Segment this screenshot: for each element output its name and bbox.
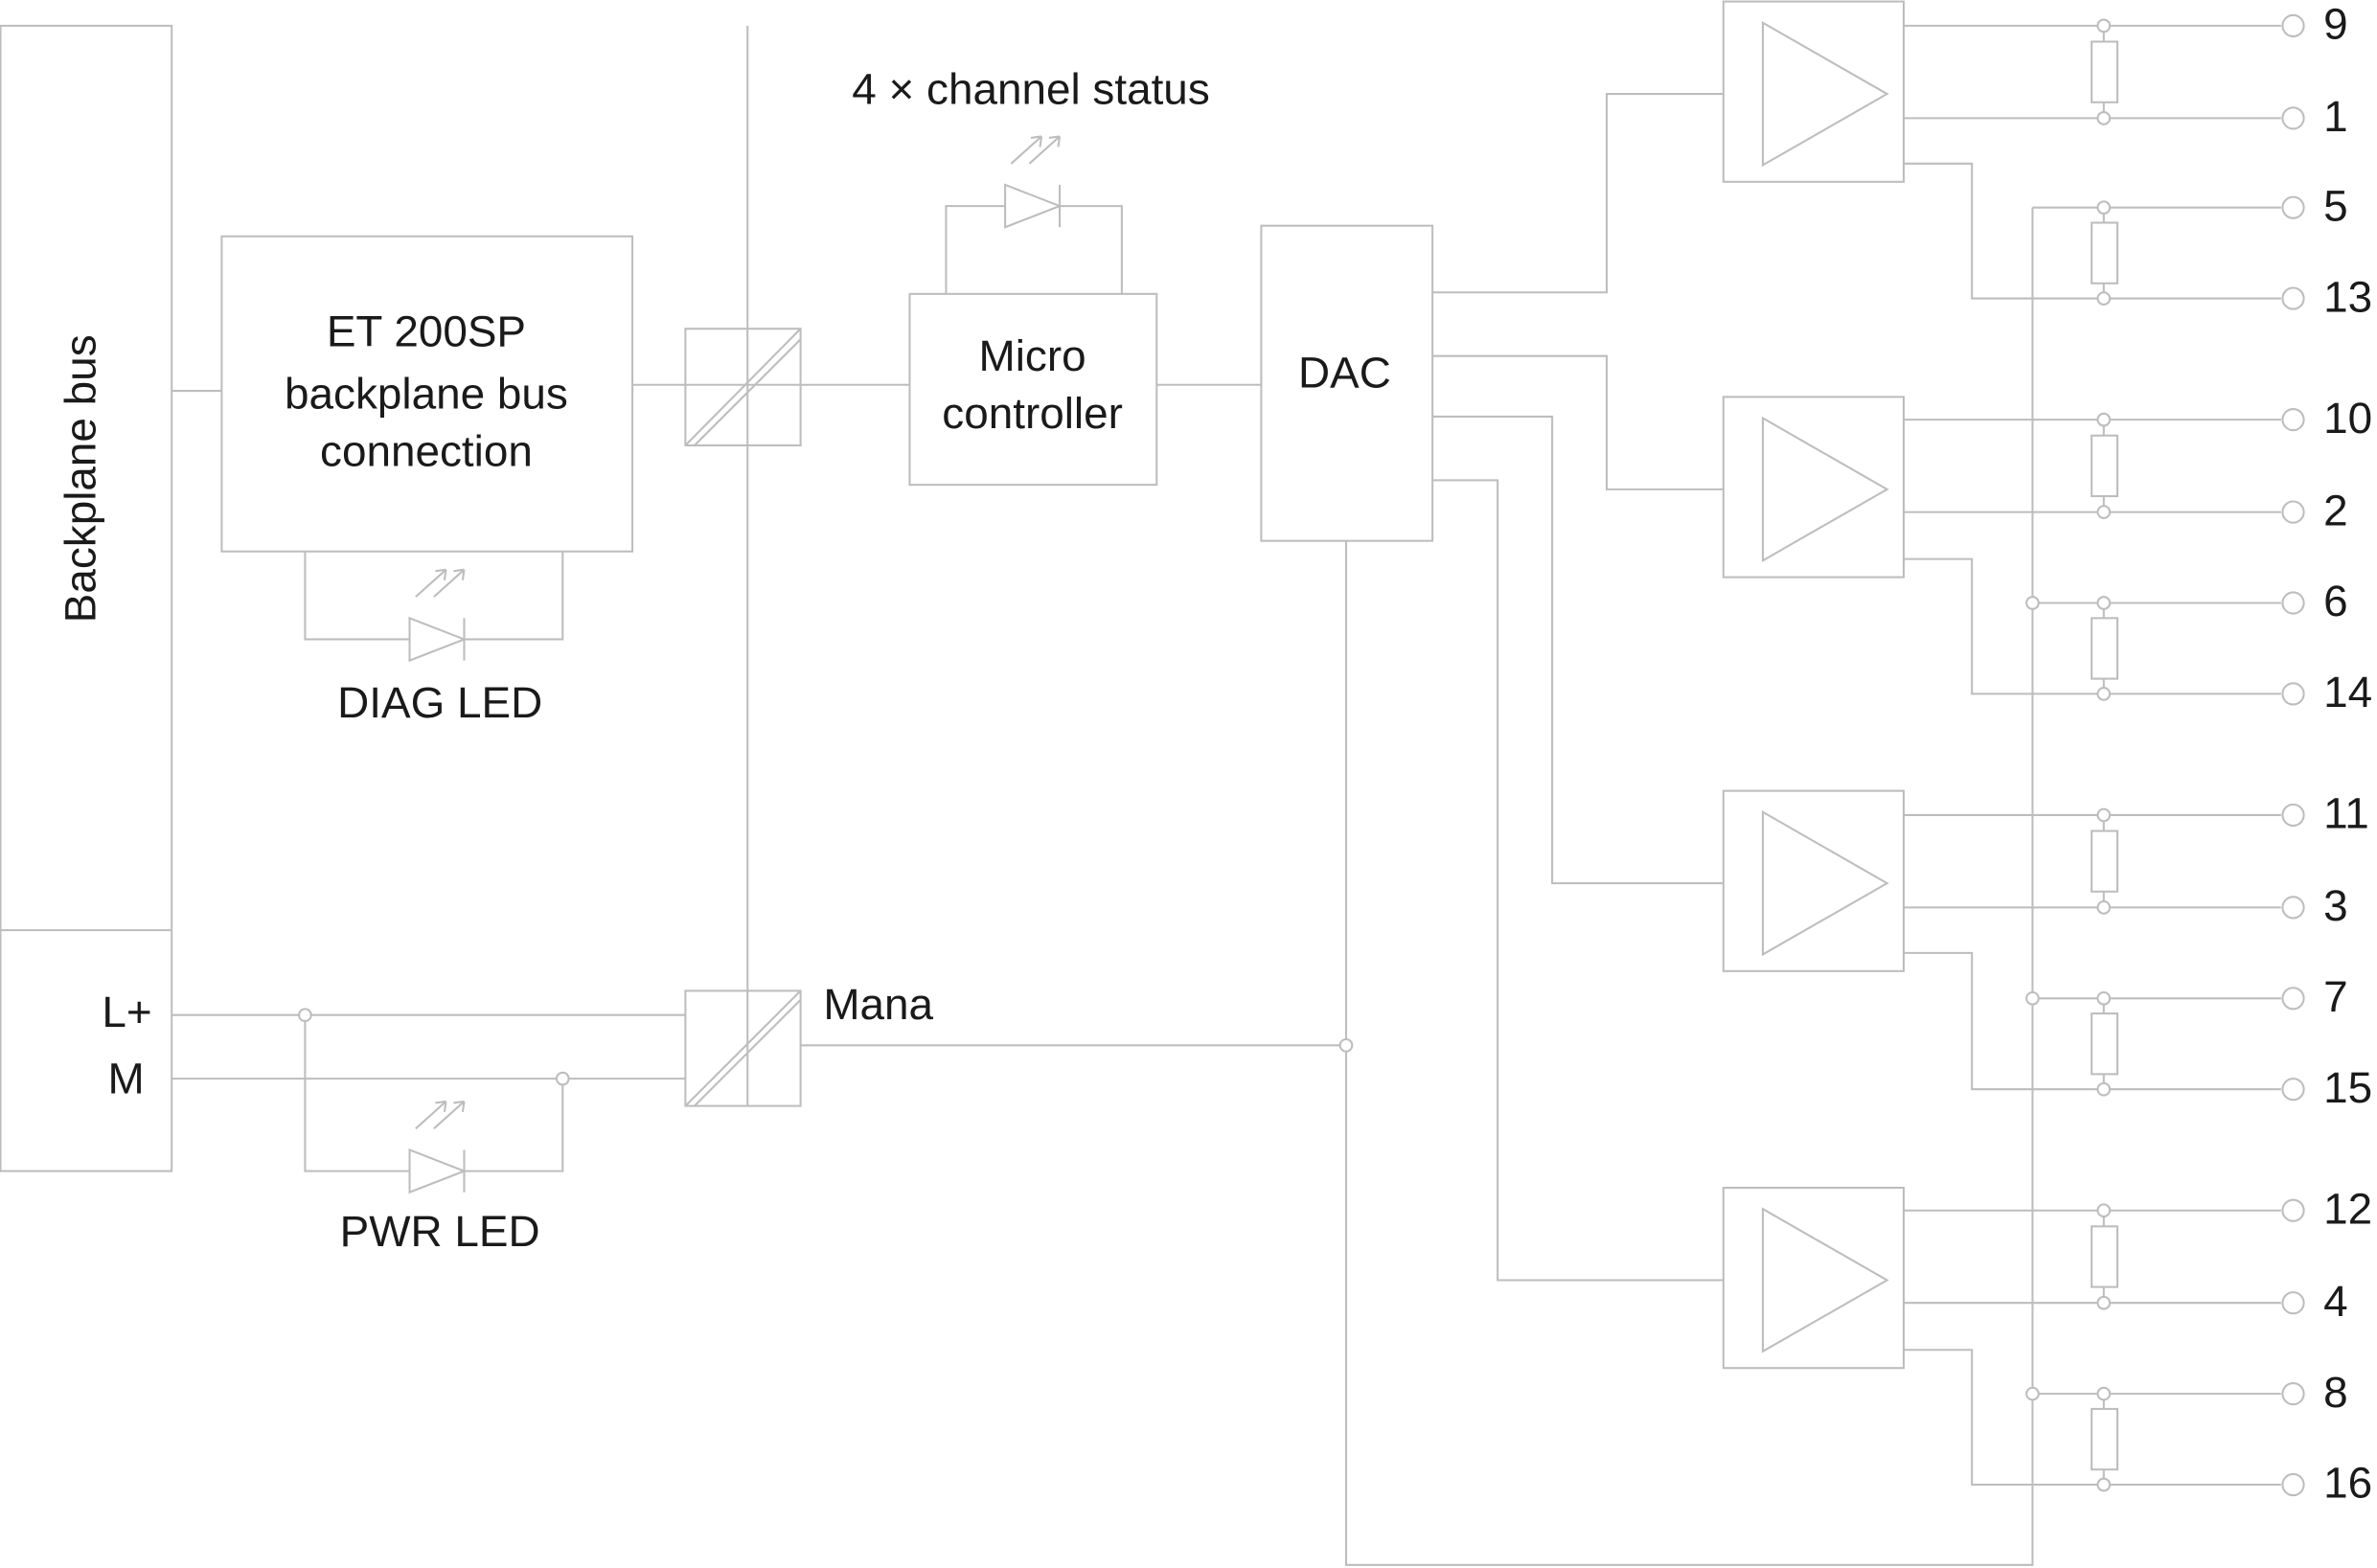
et-label: ET 200SP bbox=[327, 307, 526, 356]
junction bbox=[2096, 1386, 2112, 1401]
terminal bbox=[2281, 106, 2305, 130]
wire bbox=[1904, 1349, 2281, 1487]
junction bbox=[2096, 18, 2112, 34]
junction bbox=[2096, 1477, 2112, 1492]
diag-led-label: DIAG LED bbox=[337, 677, 542, 727]
channel-status-label: 4 × channel status bbox=[852, 64, 1210, 114]
terminal bbox=[2281, 1382, 2305, 1406]
terminal bbox=[2281, 1198, 2305, 1222]
resistor bbox=[2091, 434, 2119, 498]
junction bbox=[2096, 412, 2112, 427]
wiring bbox=[0, 24, 2034, 1566]
terminal-label: 11 bbox=[2323, 788, 2369, 838]
mana-label: Mana bbox=[823, 979, 933, 1029]
terminal-label: 2 bbox=[2323, 485, 2348, 534]
junction bbox=[2096, 505, 2112, 519]
micro-label: Micro bbox=[979, 330, 1086, 380]
terminal bbox=[2281, 286, 2305, 310]
dac-label: DAC bbox=[1298, 347, 1391, 397]
wire bbox=[1904, 162, 2281, 300]
led-symbol bbox=[408, 1148, 468, 1194]
junction bbox=[2096, 291, 2112, 306]
junction bbox=[2096, 1203, 2112, 1218]
junction bbox=[2096, 596, 2112, 610]
terminal bbox=[2281, 195, 2305, 219]
resistor bbox=[2091, 40, 2119, 103]
terminal-label: 8 bbox=[2323, 1367, 2348, 1417]
pwr-led-label: PWR LED bbox=[340, 1206, 540, 1256]
led-arrow bbox=[415, 1100, 447, 1130]
terminal-label: 9 bbox=[2323, 0, 2348, 49]
terminal-label: 6 bbox=[2323, 576, 2348, 625]
terminal bbox=[2281, 1472, 2305, 1497]
junction bbox=[2096, 111, 2112, 125]
junction bbox=[2096, 200, 2112, 216]
amplifiers bbox=[1722, 0, 2305, 1497]
amp-box bbox=[1722, 1186, 1906, 1370]
terminal-label: 10 bbox=[2323, 393, 2372, 443]
terminal bbox=[2281, 987, 2305, 1011]
terminal bbox=[2281, 896, 2305, 920]
terminal bbox=[2281, 408, 2305, 432]
backplane-label: Backplane bus bbox=[56, 334, 105, 623]
wire bbox=[1904, 951, 2281, 1091]
lplus-label: L+ bbox=[102, 987, 151, 1036]
led-symbol bbox=[408, 616, 468, 663]
amp-box bbox=[1722, 0, 1906, 183]
amp-triangle bbox=[1761, 416, 1889, 562]
terminal bbox=[2281, 591, 2305, 615]
resistor bbox=[2091, 221, 2119, 284]
terminal-label: 13 bbox=[2323, 271, 2372, 321]
amp-triangle bbox=[1761, 1207, 1889, 1353]
resistor bbox=[2091, 1012, 2119, 1076]
amp-triangle bbox=[1761, 809, 1889, 957]
terminal-label: 15 bbox=[2323, 1062, 2372, 1112]
junction bbox=[2096, 807, 2112, 823]
micro-label: controller bbox=[942, 388, 1123, 438]
junction bbox=[2096, 1081, 2112, 1097]
terminal-label: 14 bbox=[2323, 667, 2372, 716]
led-arrow bbox=[1028, 135, 1062, 165]
resistor bbox=[2091, 617, 2119, 680]
junction bbox=[2096, 900, 2112, 915]
terminal-label: 5 bbox=[2323, 180, 2348, 230]
junction bbox=[2096, 1295, 2112, 1310]
m-label: M bbox=[108, 1053, 145, 1102]
junction bbox=[2025, 1386, 2040, 1401]
resistor bbox=[2091, 1225, 2119, 1288]
junction bbox=[2025, 596, 2040, 610]
et-label: connection bbox=[320, 426, 533, 476]
terminal-label: 12 bbox=[2323, 1183, 2372, 1233]
led-arrow bbox=[433, 568, 466, 598]
terminal-label: 1 bbox=[2323, 91, 2348, 141]
amp-box bbox=[1722, 789, 1906, 972]
leds bbox=[408, 135, 1063, 1194]
terminal-label: 3 bbox=[2323, 880, 2348, 930]
resistor bbox=[2091, 829, 2119, 893]
terminal-label: 7 bbox=[2323, 971, 2348, 1021]
terminal bbox=[2281, 1078, 2305, 1102]
led-arrow bbox=[415, 568, 447, 598]
junction bbox=[2096, 990, 2112, 1006]
led-arrow bbox=[433, 1100, 466, 1130]
terminal-label: 16 bbox=[2323, 1458, 2372, 1508]
terminal bbox=[2281, 1291, 2305, 1315]
resistor bbox=[2091, 1407, 2119, 1471]
amp-triangle bbox=[1761, 20, 1889, 168]
terminal bbox=[2281, 682, 2305, 706]
terminal bbox=[2281, 803, 2305, 828]
amp-box bbox=[1722, 396, 1906, 579]
junction bbox=[2025, 990, 2040, 1006]
led-symbol bbox=[1004, 183, 1063, 229]
et-label: backplane bus bbox=[285, 368, 568, 418]
terminal bbox=[2281, 13, 2305, 37]
terminal-label: 4 bbox=[2323, 1276, 2348, 1326]
terminal bbox=[2281, 500, 2305, 524]
led-arrow bbox=[1010, 135, 1043, 165]
junction bbox=[2096, 687, 2112, 701]
wire bbox=[1904, 557, 2281, 695]
